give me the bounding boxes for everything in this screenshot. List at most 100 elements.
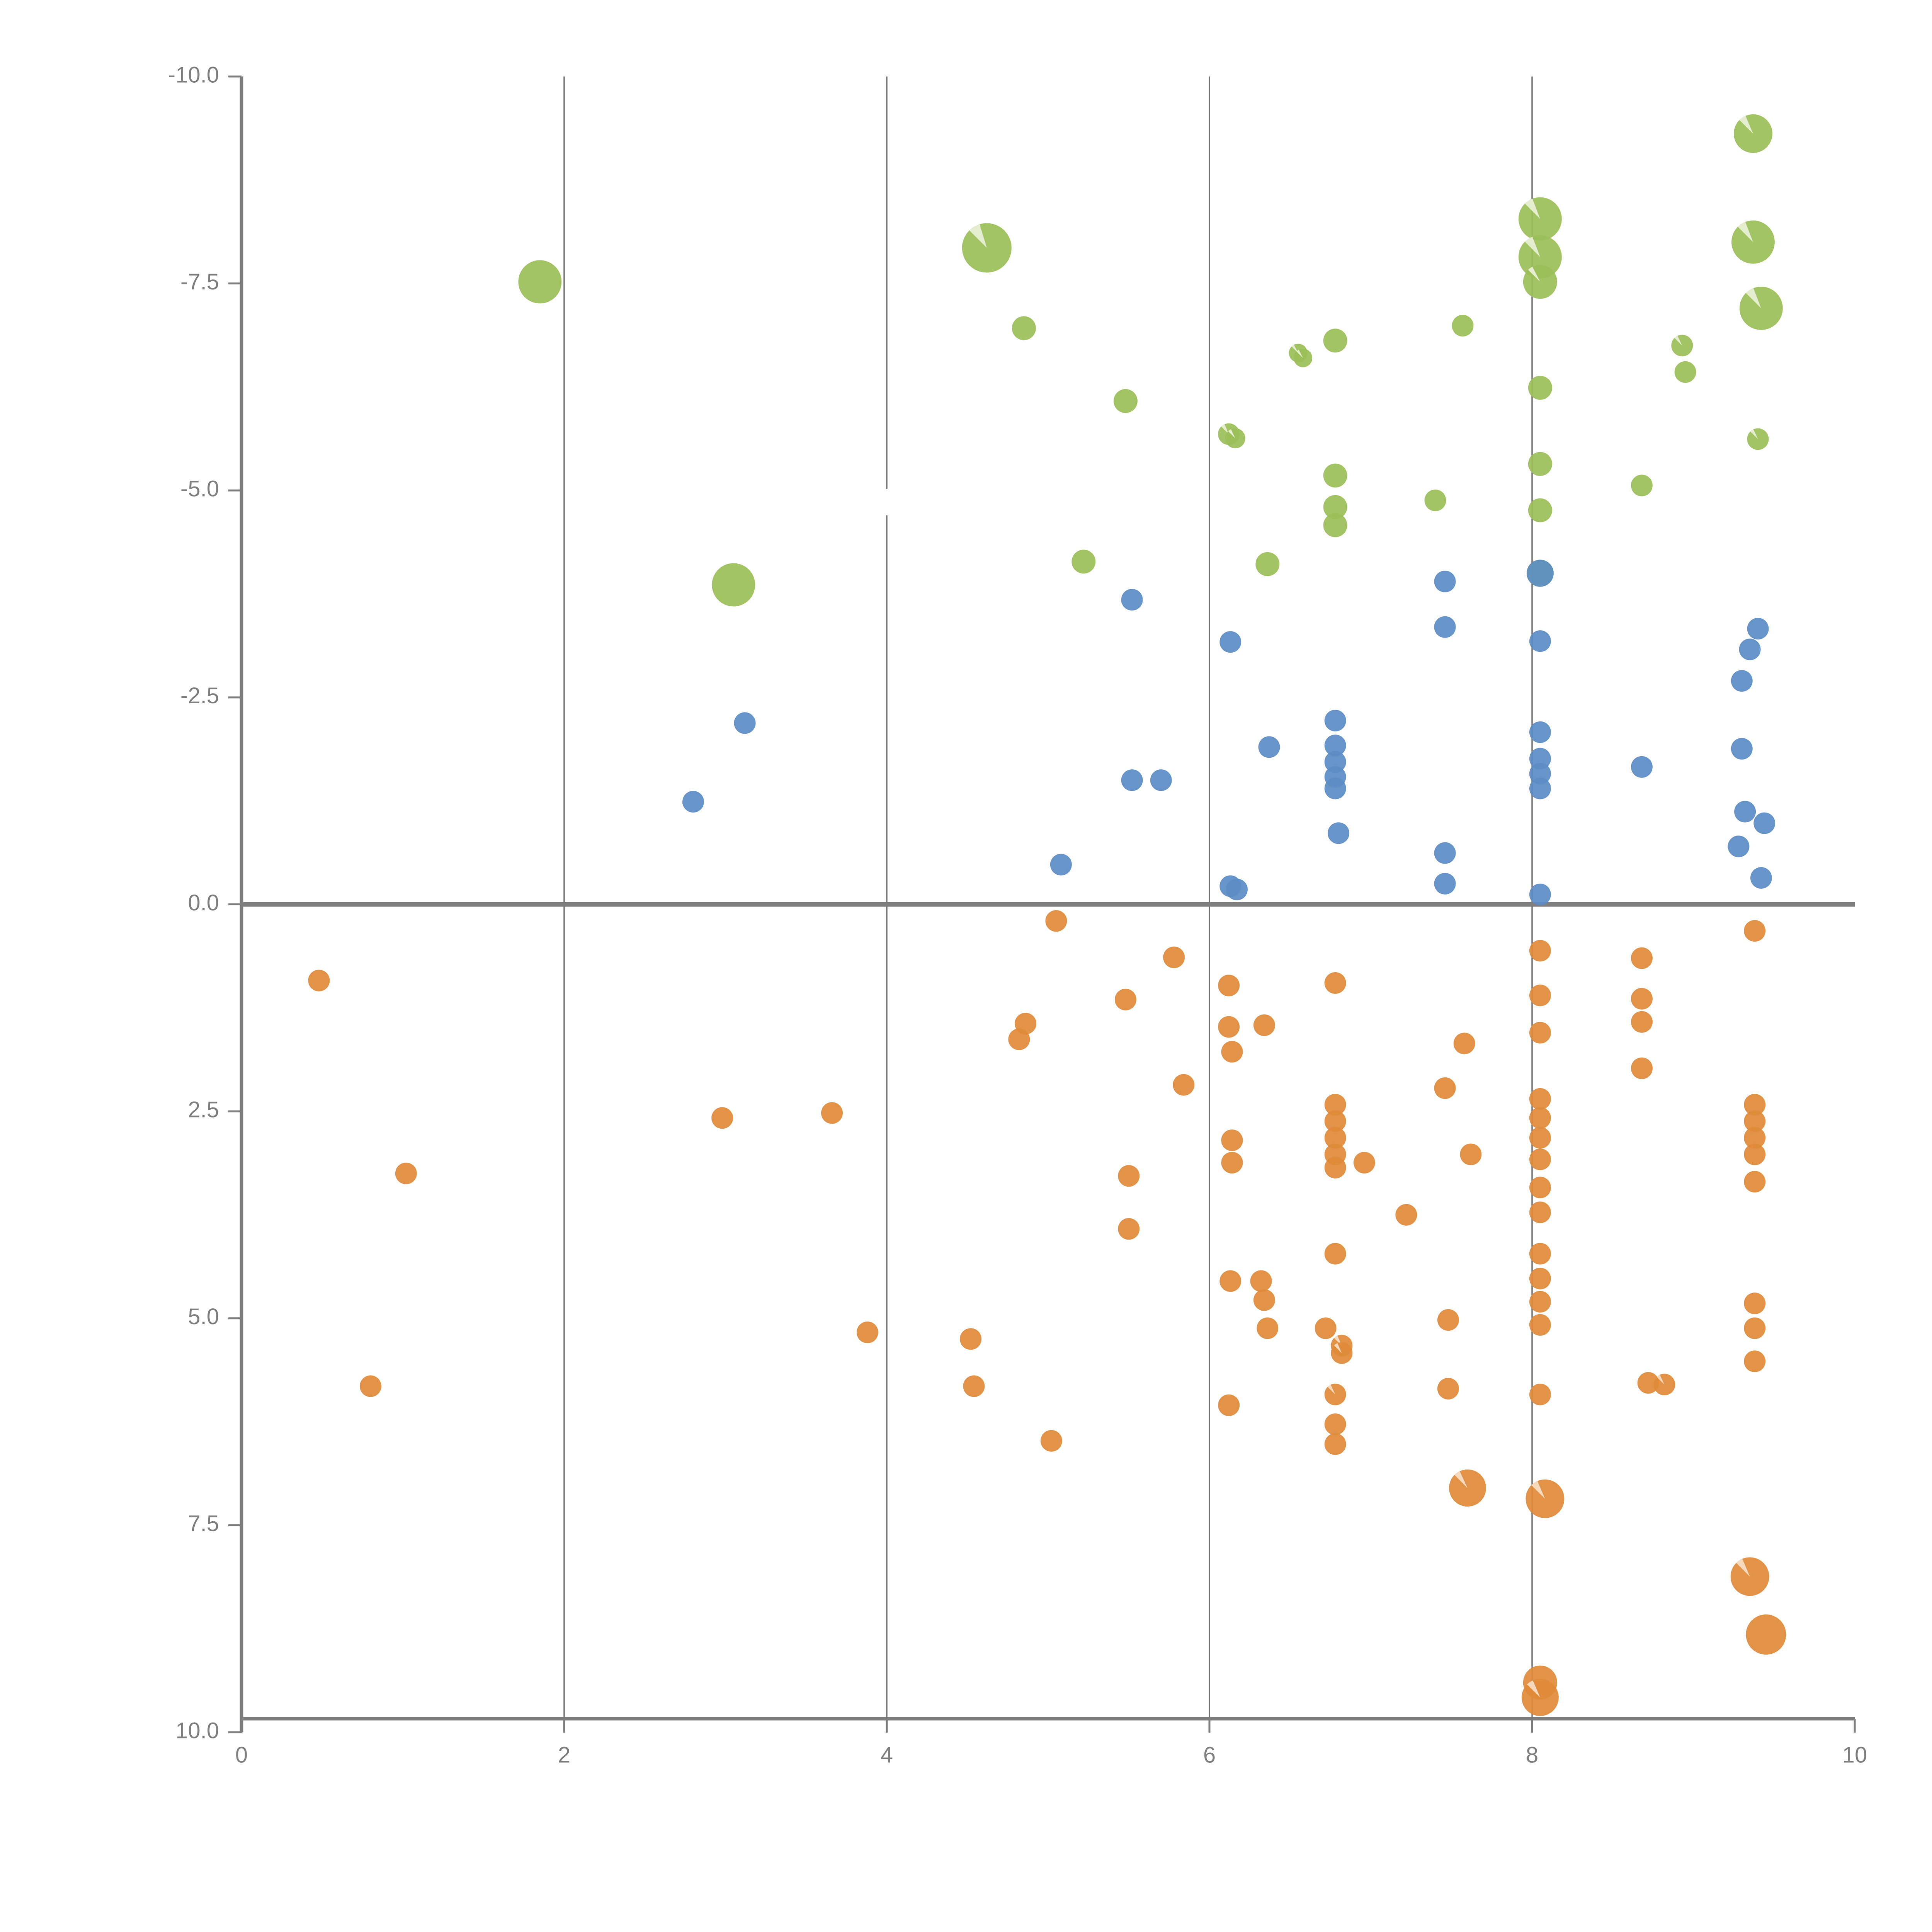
marker-green: [1518, 197, 1562, 241]
marker-circle: [1529, 1201, 1551, 1223]
marker-blue: [1434, 842, 1456, 864]
marker-orange: [1434, 1077, 1456, 1099]
marker-green: [1523, 265, 1557, 299]
marker-wedge: [1296, 350, 1303, 358]
marker-green: [1012, 316, 1036, 340]
marker-circle: [518, 260, 562, 304]
marker-circle: [1324, 1433, 1346, 1455]
marker-orange: [1015, 1013, 1037, 1035]
marker-circle: [1753, 812, 1776, 834]
marker-orange: [1631, 988, 1653, 1010]
marker-orange: [1529, 940, 1551, 962]
marker-circle: [1118, 1165, 1140, 1187]
marker-wedge: [1656, 1374, 1665, 1385]
marker-orange: [1218, 1394, 1240, 1416]
marker-circle: [1150, 769, 1172, 791]
marker-circle: [1434, 842, 1456, 864]
marker-circle: [1324, 777, 1346, 799]
marker-orange: [1529, 1314, 1551, 1336]
marker-circle: [1529, 940, 1551, 962]
marker-circle: [1529, 721, 1551, 743]
marker-orange: [1324, 1094, 1346, 1116]
marker-circle: [395, 1162, 417, 1184]
marker-circle: [1218, 975, 1240, 997]
marker-orange: [1114, 988, 1136, 1010]
marker-circle: [712, 563, 755, 607]
marker-orange: [1118, 1218, 1140, 1240]
marker-green: [1528, 452, 1552, 476]
marker-wedge: [1454, 1471, 1468, 1488]
marker-circle: [1118, 1218, 1140, 1240]
marker-orange: [1529, 1107, 1551, 1129]
marker-circle: [1529, 748, 1551, 770]
marker-orange: [1653, 1374, 1675, 1396]
marker-circle: [1173, 1074, 1195, 1096]
marker-circle: [1219, 631, 1242, 653]
marker-circle: [308, 969, 330, 992]
marker-blue: [1731, 670, 1753, 692]
series-green: [518, 114, 1783, 607]
y-tick-label: 2.5: [188, 1097, 219, 1122]
y-tick-label: -10.0: [168, 62, 219, 87]
marker-wedge: [1525, 199, 1540, 219]
marker-green: [712, 563, 755, 607]
marker-circle: [1529, 883, 1551, 905]
marker-blue: [1324, 751, 1346, 773]
marker-blue: [1434, 872, 1456, 895]
x-tick-label: 0: [235, 1743, 248, 1768]
marker-circle: [1113, 389, 1138, 413]
marker-orange: [1324, 1127, 1346, 1149]
marker-orange: [1218, 1016, 1240, 1038]
marker-circle: [711, 1107, 733, 1129]
marker-circle: [1219, 1270, 1242, 1292]
marker-orange: [1324, 1243, 1346, 1265]
marker-circle: [1258, 736, 1280, 758]
marker-orange: [1460, 1143, 1482, 1165]
marker-green: [1747, 428, 1769, 450]
y-tick-label: 0.0: [188, 890, 219, 915]
marker-wedge: [1221, 424, 1229, 434]
marker-orange: [1730, 1557, 1769, 1596]
marker-orange: [1529, 1022, 1551, 1044]
marker-circle: [1218, 1016, 1240, 1038]
marker-orange: [1324, 1156, 1346, 1179]
marker-circle: [1746, 1614, 1786, 1655]
marker-orange: [1221, 1129, 1243, 1151]
marker-orange: [1221, 1151, 1243, 1173]
marker-wedge: [1525, 236, 1540, 257]
marker-green: [1674, 361, 1696, 383]
marker-blue: [1529, 721, 1551, 743]
marker-orange: [1744, 1171, 1766, 1193]
marker-circle: [1324, 1243, 1346, 1265]
marker-orange: [1744, 1293, 1766, 1315]
marker-circle: [1529, 1022, 1551, 1044]
marker-circle: [1744, 1171, 1766, 1193]
marker-green: [1323, 495, 1347, 519]
marker-circle: [1529, 1177, 1551, 1199]
marker-green: [1225, 428, 1245, 449]
marker-orange: [1253, 1289, 1275, 1311]
y-tick-label: 5.0: [188, 1304, 219, 1329]
marker-blue: [1258, 736, 1280, 758]
marker-orange: [1324, 1110, 1346, 1132]
marker-circle: [1434, 1077, 1456, 1099]
marker-circle: [1163, 946, 1185, 968]
marker-orange: [1253, 1014, 1275, 1036]
marker-circle: [1226, 878, 1248, 900]
marker-circle: [1731, 738, 1753, 760]
marker-circle: [1121, 769, 1143, 791]
y-tick-label: -2.5: [180, 683, 219, 708]
marker-orange: [1163, 946, 1185, 968]
marker-orange: [1529, 1267, 1551, 1289]
marker-circle: [1255, 552, 1280, 576]
marker-orange: [1529, 1383, 1551, 1405]
marker-green: [1733, 114, 1772, 153]
marker-circle: [1324, 1127, 1346, 1149]
marker-orange: [1257, 1317, 1279, 1339]
marker-wedge: [1736, 1559, 1750, 1577]
marker-circle: [1529, 1107, 1551, 1129]
marker-orange: [1529, 1291, 1551, 1313]
marker-circle: [1631, 1011, 1653, 1033]
marker-circle: [1353, 1151, 1375, 1173]
marker-blue: [1121, 769, 1143, 791]
